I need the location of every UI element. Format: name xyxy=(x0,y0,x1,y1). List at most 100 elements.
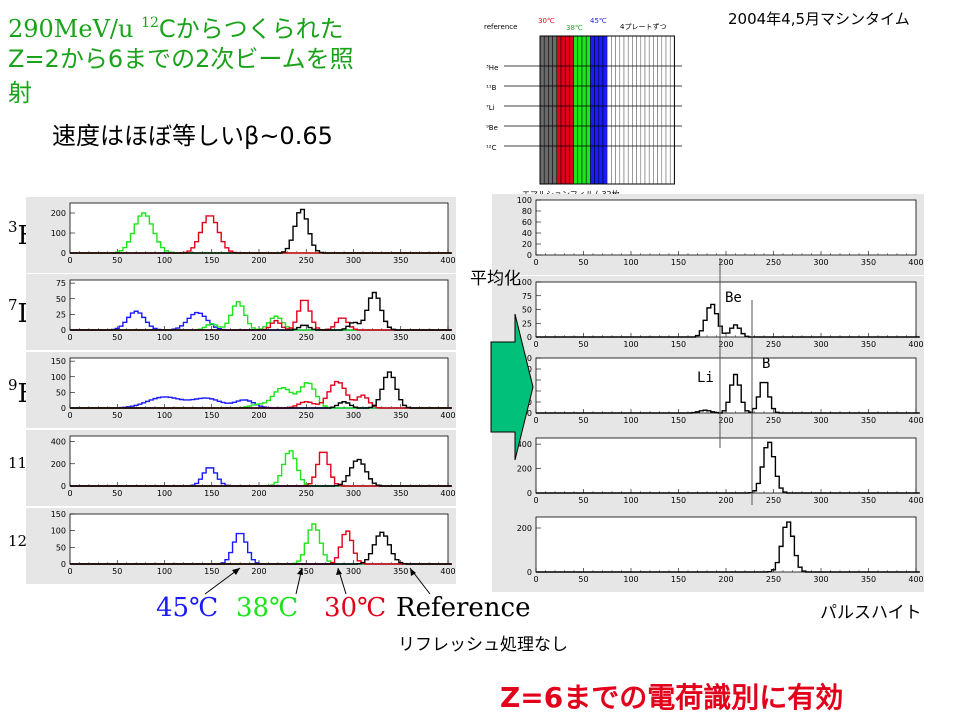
y-tick-label: 150 xyxy=(51,510,66,519)
x-tick-label: 350 xyxy=(393,567,408,576)
x-tick-label: 50 xyxy=(112,411,122,420)
x-tick-label: 100 xyxy=(623,340,638,349)
x-tick-label: 200 xyxy=(251,333,266,342)
y-tick-label: 75 xyxy=(522,292,532,301)
x-tick-label: 250 xyxy=(766,258,781,267)
title-line-2: Z=2から6までの2次ビームを照 xyxy=(8,45,354,73)
x-tick-label: 250 xyxy=(299,256,314,265)
y-tick-label: 50 xyxy=(56,543,66,552)
x-tick-label: 0 xyxy=(533,575,538,584)
x-tick-label: 300 xyxy=(813,575,828,584)
x-tick-label: 100 xyxy=(623,258,638,267)
temp-label-38: 38℃ xyxy=(236,593,299,623)
x-tick-label: 400 xyxy=(440,411,455,420)
y-tick-label: 40 xyxy=(522,229,532,238)
plate-stack-frame xyxy=(539,35,675,185)
x-tick-label: 300 xyxy=(813,416,828,425)
y-tick-label: 80 xyxy=(522,207,532,216)
y-tick-label: 0 xyxy=(61,249,66,258)
plate-label-38: 38℃ xyxy=(566,24,583,32)
x-tick-label: 0 xyxy=(67,567,72,576)
temp-label-30: 30℃ xyxy=(324,593,387,623)
x-tick-label: 200 xyxy=(251,567,266,576)
no-refresh-note: リフレッシュ処理なし xyxy=(398,635,568,655)
x-tick-label: 200 xyxy=(251,256,266,265)
x-tick-label: 250 xyxy=(299,333,314,342)
x-tick-label: 200 xyxy=(251,489,266,498)
histogram-panel: 0 50 100 150 200 250 300 350 400 0 50 100 150 xyxy=(26,352,456,428)
x-tick-label: 250 xyxy=(299,411,314,420)
y-tick-label: 100 xyxy=(517,196,532,205)
x-tick-label: 350 xyxy=(393,411,408,420)
x-tick-label: 200 xyxy=(718,575,733,584)
title-sup: 12 xyxy=(141,15,159,31)
y-tick-label: 0 xyxy=(61,482,66,491)
y-tick-label: 400 xyxy=(51,438,66,447)
histogram-panel: 0 50 100 150 200 250 300 350 400 0 100 200 xyxy=(26,197,456,273)
x-tick-label: 0 xyxy=(67,411,72,420)
x-tick-label: 0 xyxy=(533,496,538,505)
y-tick-label: 200 xyxy=(517,465,532,474)
pulse-height-label: パルスハイト xyxy=(820,603,922,623)
x-tick-label: 250 xyxy=(766,416,781,425)
x-tick-label: 400 xyxy=(440,489,455,498)
x-tick-label: 300 xyxy=(346,333,361,342)
title-line-1: 290MeV/u 12Cからつくられた xyxy=(8,8,344,44)
x-tick-label: 0 xyxy=(533,340,538,349)
plot-area xyxy=(535,516,917,573)
y-tick-label: 60 xyxy=(522,218,532,227)
x-tick-label: 0 xyxy=(67,333,72,342)
x-tick-label: 100 xyxy=(623,496,638,505)
x-tick-label: 300 xyxy=(346,256,361,265)
y-tick-label: 200 xyxy=(51,460,66,469)
x-tick-label: 100 xyxy=(157,256,172,265)
x-tick-label: 50 xyxy=(578,416,588,425)
plot-area xyxy=(535,437,917,494)
x-tick-label: 300 xyxy=(813,496,828,505)
series-averaged xyxy=(536,521,920,573)
y-tick-label: 0 xyxy=(527,489,532,498)
x-tick-label: 400 xyxy=(908,340,923,349)
x-tick-label: 50 xyxy=(578,258,588,267)
x-tick-label: 350 xyxy=(861,496,876,505)
x-tick-label: 200 xyxy=(718,258,733,267)
plate-frame xyxy=(504,35,682,185)
x-tick-label: 300 xyxy=(346,489,361,498)
plot-area xyxy=(535,199,917,256)
x-tick-label: 400 xyxy=(908,575,923,584)
histogram-panel: 0 50 100 150 200 250 300 350 400 0 200 400 xyxy=(492,432,924,513)
plate-label-reference: reference xyxy=(484,23,517,31)
x-tick-label: 350 xyxy=(393,333,408,342)
y-tick-label: 0 xyxy=(61,326,66,335)
y-tick-label: 0 xyxy=(61,560,66,569)
x-tick-label: 350 xyxy=(861,416,876,425)
plot-area xyxy=(69,513,449,565)
x-tick-label: 350 xyxy=(861,258,876,267)
x-tick-label: 300 xyxy=(813,340,828,349)
x-tick-label: 0 xyxy=(67,489,72,498)
x-tick-label: 100 xyxy=(157,567,172,576)
plate-diagram: reference 30℃ 38℃ 45℃ 4プレートずつ ³He ¹¹B ⁷L… xyxy=(482,8,692,200)
plot-area xyxy=(69,357,449,409)
x-tick-label: 300 xyxy=(813,258,828,267)
x-tick-label: 50 xyxy=(112,333,122,342)
series-reference xyxy=(70,208,452,254)
y-tick-label: 100 xyxy=(51,527,66,536)
plate-row-he: ³He xyxy=(486,64,498,72)
averaging-label: 平均化 xyxy=(470,269,521,289)
series-averaged xyxy=(536,303,920,338)
y-tick-label: 0 xyxy=(527,568,532,577)
x-tick-label: 50 xyxy=(578,496,588,505)
x-tick-label: 150 xyxy=(204,256,219,265)
title-energy: 290MeV/u xyxy=(8,15,142,43)
x-tick-label: 100 xyxy=(157,489,172,498)
x-tick-label: 250 xyxy=(766,575,781,584)
series-reference xyxy=(70,291,452,331)
x-tick-label: 150 xyxy=(671,575,686,584)
annotation-be: Be xyxy=(725,290,742,306)
x-tick-label: 200 xyxy=(251,411,266,420)
